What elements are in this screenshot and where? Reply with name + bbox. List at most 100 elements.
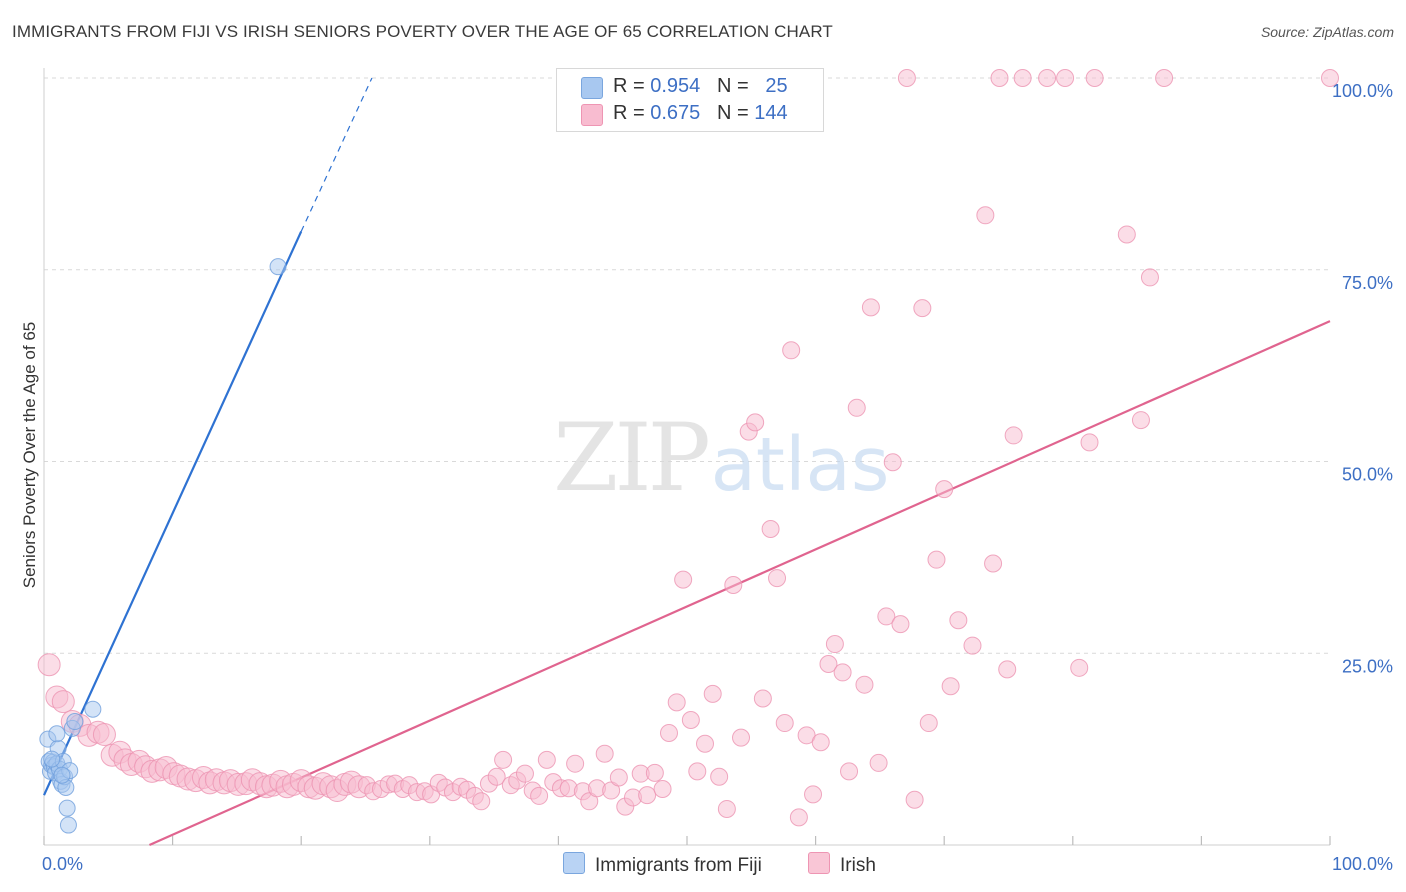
irish-point [1038,69,1057,87]
irish-point [667,693,686,712]
watermark-atlas: atlas [711,422,890,508]
y-tick-label: 75.0% [1342,273,1393,293]
irish-point [753,689,772,708]
irish-point [847,398,866,417]
irish-point [825,635,844,654]
trendline-fiji [42,230,303,796]
irish-point [653,780,672,799]
irish-point [1117,225,1136,244]
legend-n-label: N = [716,102,755,124]
irish-point [1321,69,1339,87]
irish-point [1070,658,1089,677]
irish-point [998,660,1017,679]
correlation-legend: R = 0.954 N = 25 R = 0.675 N = 144 [556,68,824,132]
irish-point [877,607,896,626]
irish-point [897,69,916,87]
irish-point [659,724,678,743]
irish-point [819,654,838,673]
irish-point [681,710,700,729]
irish-point [1140,268,1159,287]
y-tick-label: 25.0% [1342,656,1393,676]
irish-point [1085,69,1104,87]
x-tick-label: 0.0% [42,854,83,874]
irish-point [92,723,116,747]
irish-point [638,786,657,805]
irish-point [855,675,874,694]
legend-r-value: 0.675 [650,102,701,124]
legend-n-label: N = [716,75,755,97]
irish-point [990,69,1009,87]
legend-n-value: 25 [765,75,788,97]
irish-point [472,792,491,811]
x-tick-label: 100.0% [1332,854,1393,874]
irish-point [775,714,794,733]
irish-point [494,750,513,769]
irish-point [537,750,556,769]
irish-point [696,734,715,753]
watermark-zip: ZIP [553,404,707,513]
legend-swatch-fiji [581,77,603,99]
fiji-point [43,750,61,768]
irish-point [761,519,780,538]
irish-point [1004,426,1023,445]
fiji-point [58,799,76,817]
fiji-point [48,725,66,743]
irish-point [566,754,585,773]
irish-point [891,615,910,634]
legend-label-irish: Irish [840,855,876,876]
irish-point [609,768,628,787]
source-label: Source: ZipAtlas.com [1260,24,1394,40]
legend-label-fiji: Immigrants from Fiji [595,855,762,876]
legend-item-irish[interactable]: Irish [808,852,876,877]
irish-point [717,799,736,818]
irish-point [927,550,946,569]
fiji-point [59,816,77,834]
legend-r-label: R = [613,75,651,97]
irish-point [746,413,765,432]
irish-point [869,753,888,772]
legend-swatch-irish [808,852,830,874]
fiji-point [53,766,71,784]
irish-point [732,728,751,747]
irish-point [703,684,722,703]
irish-point [645,763,664,782]
irish-point [1056,69,1075,87]
irish-point [1155,69,1174,87]
trendline-extension-fiji [300,77,373,232]
irish-point [804,785,823,804]
irish-point [976,206,995,225]
legend-item-fiji[interactable]: Immigrants from Fiji [563,852,762,877]
irish-point [674,570,693,589]
data-points [37,69,1339,834]
irish-point [913,299,932,318]
y-tick-label: 50.0% [1342,465,1393,485]
gridlines [44,77,1330,654]
irish-point [935,480,954,499]
series-legend: Immigrants from Fiji Irish [0,852,1406,878]
irish-point [515,764,534,783]
irish-point [949,611,968,630]
irish-point [905,790,924,809]
irish-point [768,569,787,588]
irish-point [1013,69,1032,87]
y-tick-label: 100.0% [1332,81,1393,101]
irish-point [919,714,938,733]
irish-point [840,762,859,781]
legend-n-value: 144 [754,102,788,124]
irish-point [789,808,808,827]
irish-point [984,554,1003,573]
legend-swatch-irish [581,104,603,126]
irish-point [51,690,75,714]
irish-point [1131,411,1150,430]
irish-point [963,636,982,655]
watermark: ZIP atlas [553,404,889,513]
irish-point [941,677,960,696]
irish-point [833,663,852,682]
irish-point [782,341,801,360]
fiji-point [84,700,102,718]
irish-point [710,767,729,786]
irish-point [811,733,830,752]
legend-swatch-fiji [563,852,585,874]
chart-title: IMMIGRANTS FROM FIJI VS IRISH SENIORS PO… [12,22,833,41]
irish-point [883,453,902,472]
